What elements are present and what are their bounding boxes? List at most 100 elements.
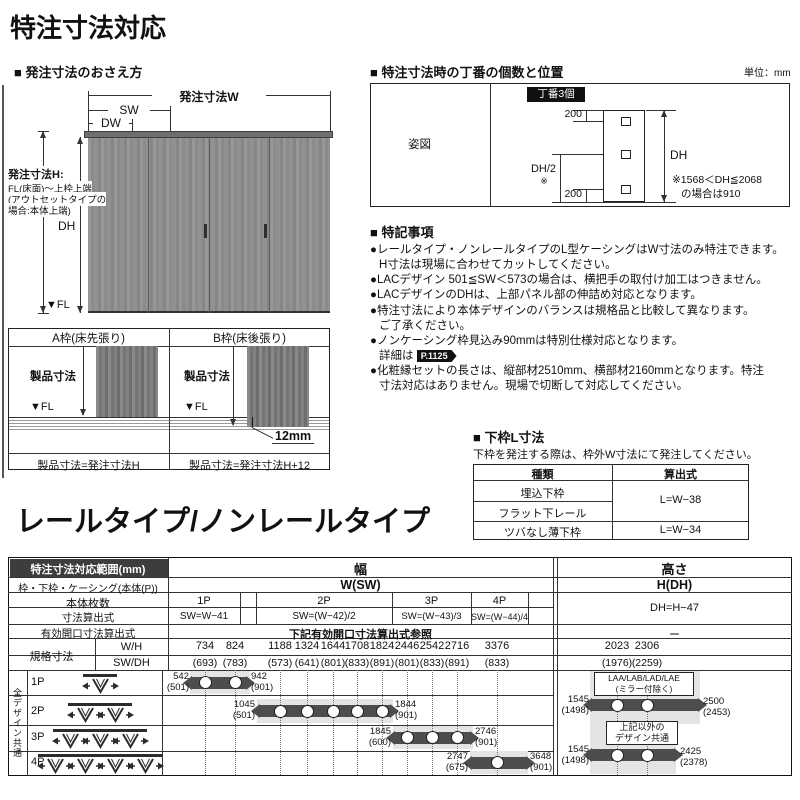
size-marker: [198, 676, 212, 689]
grid-line: [471, 592, 472, 624]
note-item: 詳細は P.1125: [379, 347, 457, 363]
std-width-value: 1708: [344, 640, 370, 652]
ext-line: [132, 119, 133, 131]
panel-joint: [269, 138, 270, 313]
grid-line: [8, 670, 792, 671]
note-item: ●化粧縁セットの長さは、縦部材2510mm、横部材2160mmとなります。特注: [370, 365, 764, 377]
door-handle: [264, 224, 267, 238]
range-bar-h2: [583, 748, 683, 762]
std-sw-value: (891): [369, 657, 395, 669]
ext-line: [552, 154, 603, 155]
fold-diagram-4p: [36, 753, 164, 779]
spec-table-title-bg: [9, 558, 168, 577]
height-formula: DH=H−47: [650, 602, 699, 614]
grid-dotted-line: [382, 670, 383, 775]
fold-diagram-2p: [66, 702, 134, 728]
note-item: ご了承ください。: [379, 320, 471, 332]
row-3p-label: 3P: [31, 731, 45, 743]
grid-line: [256, 592, 257, 624]
formula-3p: SW=(W−43)/3: [401, 611, 462, 622]
note-item: ●ノンケーシング枠見込み90mmは特別仕様対応となります。: [370, 335, 684, 347]
size-marker: [273, 704, 287, 718]
std-sw-value: (783): [222, 657, 248, 669]
std-dh-value: (1976): [601, 657, 633, 669]
product-dim-line: [233, 346, 234, 425]
std-sw-value: (801): [320, 657, 346, 669]
lower-frame-heading: ■ 下枠L寸法: [473, 430, 545, 445]
table-row: フラット下レール: [498, 508, 587, 520]
size-marker: [228, 676, 242, 689]
unit-note: 単位：mm: [744, 68, 791, 79]
std-width-value: 1188: [268, 640, 292, 652]
std-width-value: 2446: [394, 640, 420, 652]
product-dim-line: [83, 346, 84, 415]
frame-b-formula: 製品寸法=発注寸法H+12: [188, 460, 311, 472]
row-2p-label: 2P: [31, 705, 45, 717]
std-height-value: 2306: [634, 640, 660, 652]
size-marker: [610, 748, 624, 762]
grid-line: [8, 624, 792, 625]
std-sw-value: (693): [192, 657, 218, 669]
dim-sw-label: SW: [108, 103, 150, 117]
std-width-value: 2542: [419, 640, 445, 652]
range-max-h2: 2425 (2378): [680, 746, 708, 768]
all-designs-label: 全デザイン共通: [12, 688, 22, 758]
height-header: 高さ: [661, 562, 688, 577]
offset-label: 12mm: [272, 429, 315, 444]
offset-dim-line: [252, 417, 253, 427]
range-max-2p: 1844 (901): [395, 699, 418, 721]
dim-line-dh: [664, 110, 665, 202]
fl-marker: ▼FL: [30, 401, 54, 413]
row-label-wh: W/H: [120, 641, 143, 653]
panel-col-3p: 3P: [424, 595, 439, 607]
note-item: ●特注寸法により本体デザインのバランスは規格品と比較して異なります。: [370, 305, 755, 317]
grid-dotted-line: [407, 670, 408, 775]
grid-line: [528, 592, 529, 624]
dim-h-note: 場合:本体上端): [8, 203, 71, 217]
range-max-4p: 3648 (901): [530, 751, 553, 773]
grid-dotted-line: [235, 670, 236, 775]
hinge-icon: [621, 150, 631, 159]
grid-dotted-line: [497, 670, 498, 775]
formula-1p: SW=W−41: [179, 611, 229, 622]
dim-line-dh2: [560, 154, 561, 202]
grid-line: [162, 670, 163, 776]
page-title: 特注寸法対応: [10, 13, 167, 43]
range-min-4p: 2747 (675): [445, 751, 468, 773]
table-line: [169, 328, 170, 470]
hinge-figure-box: [370, 83, 790, 207]
range-min-h2: 1545 (1498): [561, 744, 589, 766]
spec-table: [8, 557, 792, 776]
grid-line: [240, 592, 241, 624]
size-marker: [610, 698, 624, 712]
formula-value: L=W−38: [659, 494, 702, 506]
size-marker: [300, 704, 314, 718]
panel-col-4p: 4P: [492, 595, 507, 607]
dim-dh2-mark: ※: [540, 176, 548, 186]
ext-line: [88, 91, 89, 131]
std-width-value: 1324: [294, 640, 320, 652]
size-marker: [640, 748, 654, 762]
std-sw-value: (641): [294, 657, 320, 669]
tick: [38, 131, 49, 132]
grid-dotted-line: [457, 670, 458, 775]
row-label-swdh: SW/DH: [113, 657, 150, 669]
note-item: ●LACデザインのDHは、上部パネル部の伸詰め対応となります。: [370, 289, 702, 301]
ext-line: [330, 91, 331, 131]
dim-line-200-bottom: [586, 189, 587, 202]
lower-frame-subtitle: 下枠を発注する際は、枠外W寸法にて発注してください。: [473, 449, 758, 461]
grid-line: [27, 670, 28, 776]
fold-diagram-3p: [51, 728, 149, 754]
row-label: 寸法算出式: [61, 612, 115, 624]
table-line: [612, 464, 613, 540]
ext-line: [573, 110, 603, 111]
table-line: [473, 501, 612, 502]
dim-dh-label: DH: [58, 219, 76, 233]
order-dim-heading: ■ 発注寸法のおさえ方: [14, 65, 143, 80]
figure-divider: [490, 83, 491, 207]
figure-label: 姿図: [408, 139, 431, 151]
grid-dotted-line: [357, 670, 358, 775]
arrow-down-icon: [79, 409, 86, 416]
dim-dh-label: DH: [670, 148, 688, 162]
